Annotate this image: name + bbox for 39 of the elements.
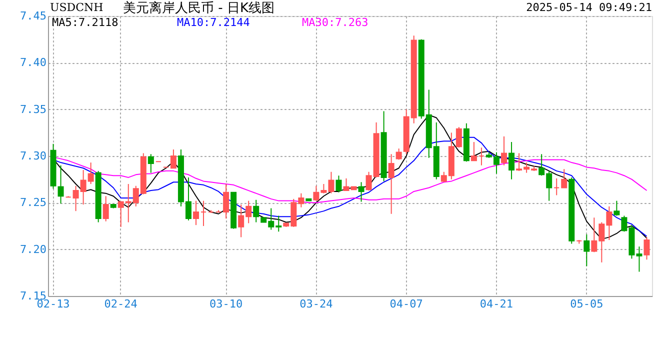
candlestick bbox=[148, 154, 154, 174]
candlestick bbox=[192, 200, 199, 226]
candlestick bbox=[336, 175, 342, 193]
candlestick bbox=[102, 196, 109, 222]
text: MA5:7.2118 bbox=[52, 16, 118, 29]
y-tick-label: 7.40 bbox=[20, 56, 46, 70]
candlestick bbox=[644, 236, 650, 260]
x-tick-label: 02-24 bbox=[104, 298, 138, 310]
x-tick-label: 04-07 bbox=[390, 298, 423, 310]
x-tick-label: 05-05 bbox=[570, 298, 604, 310]
candlestick bbox=[554, 178, 560, 196]
candlestick bbox=[223, 184, 230, 220]
candlestick bbox=[170, 148, 176, 169]
candlestick bbox=[584, 234, 590, 267]
text: MA10:7.2144 bbox=[177, 16, 250, 29]
y-tick-label: 7.35 bbox=[20, 102, 46, 116]
candlestick bbox=[200, 200, 207, 226]
y-tick-label: 7.20 bbox=[20, 242, 46, 256]
candlestick bbox=[478, 147, 484, 166]
candlestick bbox=[501, 136, 508, 166]
candlestick bbox=[58, 164, 64, 204]
y-tick-label: 7.45 bbox=[20, 10, 46, 22]
candlestick bbox=[358, 182, 364, 202]
text: MA30:7.263 bbox=[302, 16, 368, 29]
chart-subtitle: USDCNH bbox=[50, 1, 104, 14]
x-tick-label: 03-10 bbox=[209, 298, 243, 310]
candlestick bbox=[343, 178, 350, 192]
text: 2025-05-14 09:49:21 bbox=[526, 1, 652, 14]
x-tick-label: 03-24 bbox=[300, 298, 334, 310]
candlestick bbox=[561, 168, 568, 188]
chart-title: 美元离岸人民币 - 日K线图 bbox=[123, 0, 274, 16]
candlestick bbox=[508, 142, 515, 180]
candlestick bbox=[388, 154, 394, 214]
y-tick-label: 7.30 bbox=[20, 150, 46, 162]
x-tick-label: 04-21 bbox=[480, 298, 514, 310]
candlestick bbox=[253, 199, 260, 223]
y-tick-label: 7.25 bbox=[20, 196, 46, 210]
candlestick bbox=[614, 200, 620, 216]
candlestick bbox=[470, 142, 477, 162]
